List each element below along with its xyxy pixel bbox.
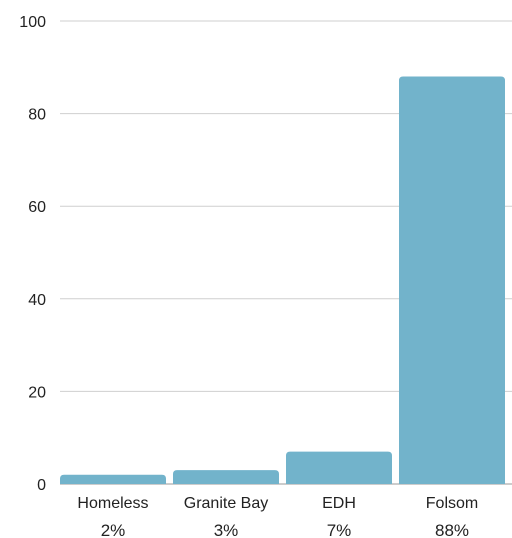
y-tick-label: 80 <box>28 107 46 124</box>
bar-value-labels: 2% 3% 7% 88% <box>101 521 469 538</box>
x-category-label: Granite Bay <box>184 495 268 512</box>
y-tick-label: 40 <box>28 292 46 309</box>
x-category-label: Homeless <box>77 495 148 512</box>
bars <box>60 76 505 484</box>
x-category-label: Folsom <box>426 495 478 512</box>
bar-value-label: 3% <box>214 521 239 538</box>
y-axis-tick-labels: 0 20 40 60 80 100 <box>19 14 46 494</box>
y-tick-label: 0 <box>37 477 46 494</box>
y-tick-label: 20 <box>28 384 46 401</box>
bar-edh <box>286 451 392 484</box>
bar-value-label: 7% <box>327 521 352 538</box>
bar-value-label: 2% <box>101 521 126 538</box>
x-axis-category-labels: Homeless Granite Bay EDH Folsom <box>77 495 478 512</box>
y-tick-label: 60 <box>28 199 46 216</box>
x-category-label: EDH <box>322 495 356 512</box>
bar-value-label: 88% <box>435 521 469 538</box>
bar-folsom <box>399 76 505 484</box>
bar-granite-bay <box>173 470 279 484</box>
bar-homeless <box>60 474 166 484</box>
y-tick-label: 100 <box>19 14 46 31</box>
